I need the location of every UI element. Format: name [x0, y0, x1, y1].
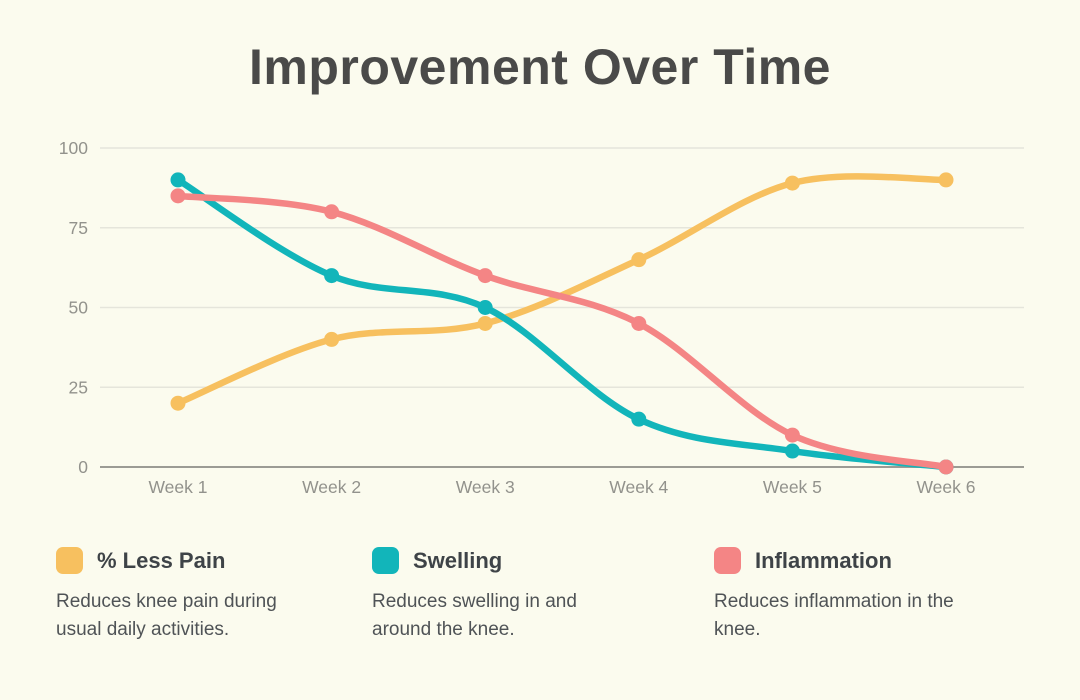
x-tick-label: Week 3 [456, 477, 515, 497]
data-point-less-pain [477, 315, 493, 331]
data-point-inflammation [170, 188, 186, 204]
legend-item-inflammation: Inflammation Reduces inflammation in the… [714, 547, 989, 644]
series-line-less-pain [174, 173, 950, 407]
legend-description-swelling: Reduces swelling in and around the knee. [372, 591, 577, 640]
data-point-swelling [631, 411, 647, 427]
legend-description-inflammation: Reduces inflammation in the knee. [714, 591, 954, 640]
data-point-inflammation [477, 268, 493, 284]
x-tick-label: Week 5 [763, 477, 822, 497]
data-point-less-pain [170, 395, 186, 411]
x-tick-label: Week 6 [916, 477, 975, 497]
legend-label-swelling: Swelling [413, 547, 503, 573]
legend-label-less-pain: % Less Pain [97, 547, 226, 573]
data-point-inflammation [784, 427, 800, 443]
x-tick-label: Week 4 [609, 477, 668, 497]
y-tick-label: 50 [69, 298, 89, 318]
series-line-swelling [174, 176, 950, 471]
data-point-less-pain [631, 252, 647, 268]
legend-description-less-pain: Reduces knee pain during usual daily act… [56, 591, 277, 640]
data-point-less-pain [784, 175, 800, 191]
legend-item-swelling: Swelling Reduces swelling in and around … [372, 547, 647, 644]
legend-swatch-swelling [372, 547, 399, 574]
data-point-less-pain [324, 331, 340, 347]
data-point-swelling [784, 443, 800, 459]
page-title: Improvement Over Time [248, 39, 831, 95]
legend-head: % Less Pain [56, 547, 331, 574]
x-tick-label: Week 2 [302, 477, 361, 497]
data-point-inflammation [631, 315, 647, 331]
legend-label-inflammation: Inflammation [755, 547, 892, 573]
data-point-swelling [477, 300, 493, 315]
legend-head: Swelling [372, 547, 647, 574]
data-point-inflammation [938, 459, 954, 475]
y-tick-label: 0 [78, 457, 88, 477]
x-tick-label: Week 1 [148, 477, 207, 497]
legend-head: Inflammation [714, 547, 989, 574]
legend-swatch-inflammation [714, 547, 741, 574]
y-tick-label: 75 [69, 218, 88, 238]
chart-legend: % Less Pain Reduces knee pain during usu… [0, 547, 1080, 677]
data-point-less-pain [938, 172, 954, 188]
legend-item-less-pain: % Less Pain Reduces knee pain during usu… [56, 547, 331, 644]
improvement-chart: 100 75 50 25 0 Week 1 Week 2 Week 3 Week 4 Week 5… [59, 138, 1024, 497]
data-point-swelling [324, 268, 340, 284]
legend-swatch-less-pain [56, 547, 83, 574]
data-point-swelling [170, 172, 186, 188]
series-line-inflammation [174, 192, 950, 471]
data-point-inflammation [324, 204, 340, 220]
y-tick-label: 25 [69, 377, 88, 397]
y-tick-label: 100 [59, 138, 88, 158]
